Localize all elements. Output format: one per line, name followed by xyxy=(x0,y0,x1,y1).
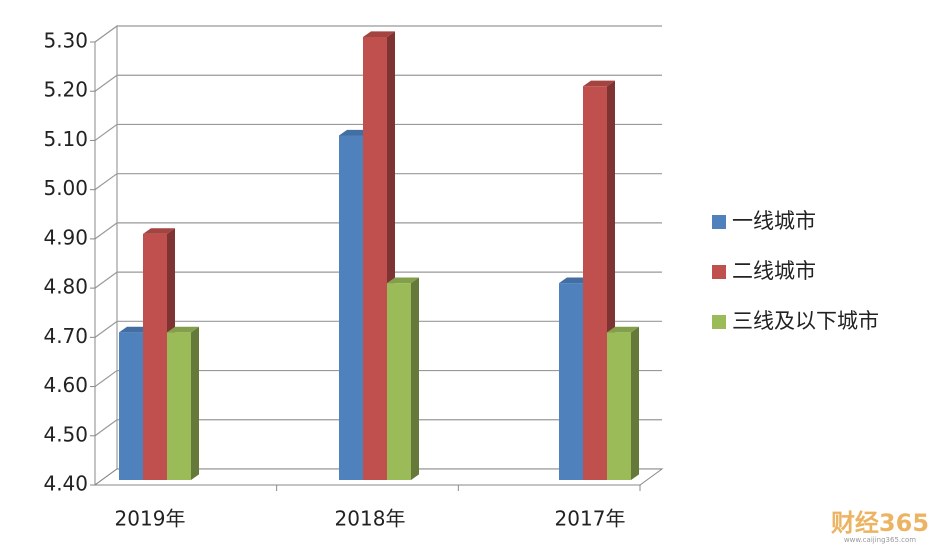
legend-swatch xyxy=(712,315,726,329)
x-tick-label: 2018年 xyxy=(335,507,406,531)
grid-line xyxy=(94,320,662,338)
bar xyxy=(607,332,631,480)
bar xyxy=(387,283,411,480)
back-wall xyxy=(94,25,118,486)
bar xyxy=(143,233,167,480)
grid-line xyxy=(94,173,662,191)
legend-swatch xyxy=(712,265,726,279)
x-tick-label: 2019年 xyxy=(115,507,186,531)
legend-label: 二线城市 xyxy=(732,259,816,283)
y-tick-label: 5.00 xyxy=(43,176,88,200)
x-tick-label: 2017年 xyxy=(555,507,626,531)
y-tick-label: 4.70 xyxy=(43,324,88,348)
watermark-url: www.caijing365.com xyxy=(844,536,916,544)
y-tick-label: 4.90 xyxy=(43,225,88,249)
y-tick-label: 5.10 xyxy=(43,127,88,151)
bar-top xyxy=(607,326,639,333)
bar-top xyxy=(387,277,419,284)
bar xyxy=(583,86,607,480)
bar xyxy=(559,283,583,480)
y-tick-label: 4.60 xyxy=(43,373,88,397)
legend-swatch xyxy=(712,215,726,229)
bar-top xyxy=(143,228,175,234)
bar xyxy=(363,37,387,480)
bar-top xyxy=(363,31,395,37)
bar-top xyxy=(583,80,615,87)
y-tick-label: 4.50 xyxy=(43,422,88,446)
grid-line xyxy=(94,123,662,141)
grid-line xyxy=(94,271,662,289)
grid-line xyxy=(94,369,662,388)
grid-line xyxy=(94,74,662,92)
bar-side xyxy=(191,326,199,480)
y-tick-label: 5.20 xyxy=(43,78,88,102)
grid-line xyxy=(94,25,662,43)
bar-top xyxy=(167,326,199,333)
legend-label: 三线及以下城市 xyxy=(732,309,879,333)
legend-label: 一线城市 xyxy=(732,209,816,233)
y-tick-label: 4.40 xyxy=(43,472,88,496)
y-tick-label: 4.80 xyxy=(43,275,88,299)
watermark: 财经365 xyxy=(831,509,929,537)
bar xyxy=(339,135,363,480)
bar-side xyxy=(411,277,419,480)
bar xyxy=(167,332,191,480)
bar-side xyxy=(631,326,639,480)
y-tick-label: 5.30 xyxy=(43,29,88,53)
grid-line xyxy=(94,419,662,437)
bar xyxy=(119,332,143,480)
grid-line xyxy=(94,222,662,240)
